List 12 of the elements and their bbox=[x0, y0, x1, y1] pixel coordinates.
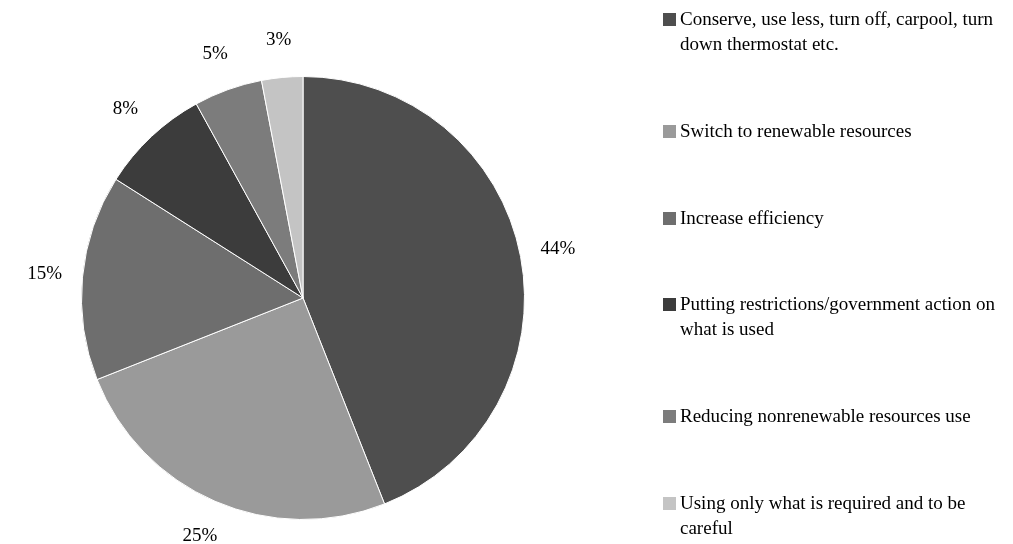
data-label: 5% bbox=[202, 41, 228, 63]
legend-label: Putting restrictions/government action on what is used bbox=[680, 292, 997, 342]
data-label: 8% bbox=[112, 96, 139, 118]
data-label: 44% bbox=[540, 237, 576, 259]
legend-label: Using only what is required and to be careful bbox=[680, 491, 967, 540]
data-label: 15% bbox=[27, 261, 63, 283]
legend-label: Switch to renewable resources bbox=[680, 118, 912, 143]
legend-label: Reducing nonrenewable resources use bbox=[680, 404, 971, 429]
legend-label: Conserve, use less, turn off, carpool, turn down thermostat etc. bbox=[680, 7, 995, 56]
data-label: 3% bbox=[265, 27, 292, 49]
legend-label: Increase efficiency bbox=[680, 205, 824, 230]
data-label: 25% bbox=[182, 524, 218, 544]
